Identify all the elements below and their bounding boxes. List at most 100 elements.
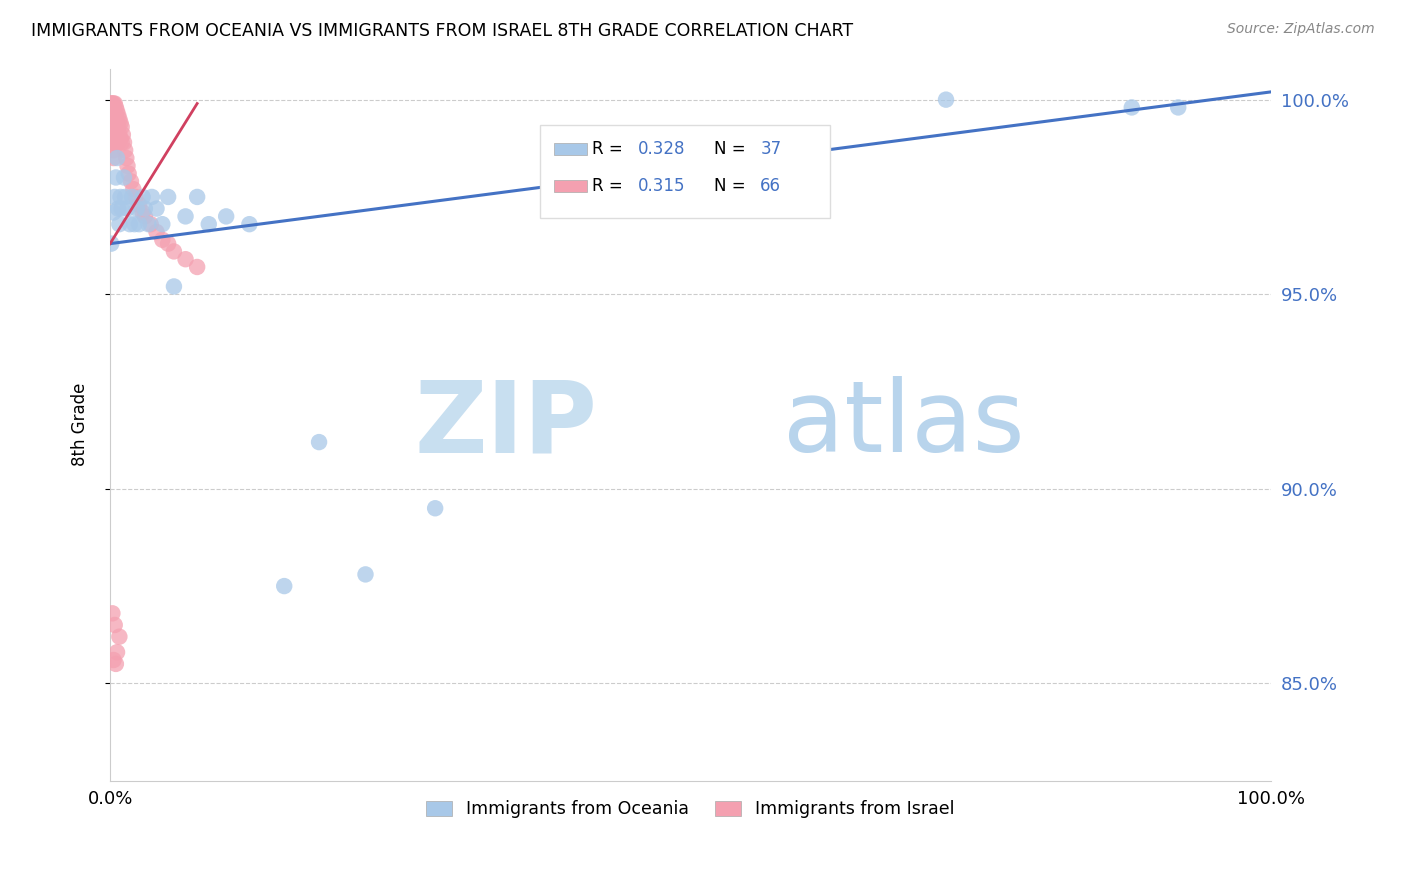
Text: R =: R = (592, 177, 628, 195)
Point (110, 116, 132, 130)
Point (100, 112, 122, 127)
Point (157, 190, 180, 204)
Point (100, 96, 122, 111)
Point (1121, 100, 1143, 114)
Point (157, 236, 180, 251)
Point (111, 136, 134, 150)
Point (107, 202, 129, 216)
Y-axis label: 8th Grade: 8th Grade (72, 383, 89, 467)
Point (104, 100, 127, 114)
Point (114, 190, 136, 204)
Text: 66: 66 (761, 177, 782, 195)
Point (104, 190, 127, 204)
Point (354, 567, 377, 582)
Point (103, 151, 125, 165)
Point (128, 217, 150, 231)
Point (150, 217, 173, 231)
Legend: Immigrants from Oceania, Immigrants from Israel: Immigrants from Oceania, Immigrants from… (419, 794, 962, 825)
Point (101, 96, 124, 111)
Point (273, 579, 295, 593)
Point (117, 159, 139, 173)
Text: 0.315: 0.315 (638, 177, 686, 195)
Point (163, 279, 186, 293)
Point (103, 143, 125, 157)
Point (163, 244, 186, 259)
Text: ZIP: ZIP (415, 376, 598, 473)
Point (108, 112, 131, 127)
Point (111, 128, 134, 142)
Point (103, 96, 125, 111)
FancyBboxPatch shape (554, 143, 588, 155)
Point (103, 136, 125, 150)
Point (100, 96, 122, 111)
Point (131, 190, 153, 204)
Point (121, 190, 143, 204)
Point (110, 131, 132, 145)
Point (103, 112, 125, 127)
Point (141, 190, 163, 204)
Point (107, 120, 129, 134)
Point (107, 136, 129, 150)
Point (115, 151, 138, 165)
Point (100, 128, 122, 142)
Point (103, 653, 125, 667)
Point (100, 120, 122, 134)
Point (104, 112, 127, 127)
Point (124, 217, 146, 231)
Point (124, 190, 146, 204)
Point (105, 104, 128, 119)
Point (134, 210, 156, 224)
Text: IMMIGRANTS FROM OCEANIA VS IMMIGRANTS FROM ISRAEL 8TH GRADE CORRELATION CHART: IMMIGRANTS FROM OCEANIA VS IMMIGRANTS FR… (31, 22, 853, 40)
Point (100, 104, 122, 119)
Point (111, 202, 134, 216)
Point (131, 205, 153, 219)
FancyBboxPatch shape (554, 179, 588, 193)
Point (186, 190, 208, 204)
Point (103, 120, 125, 134)
Text: atlas: atlas (783, 376, 1025, 473)
Text: N =: N = (714, 177, 751, 195)
Point (104, 120, 127, 134)
Point (104, 136, 127, 150)
Point (104, 170, 127, 185)
Point (103, 104, 125, 119)
Point (105, 116, 128, 130)
Point (197, 217, 219, 231)
Point (111, 120, 134, 134)
Point (425, 501, 447, 516)
Point (114, 143, 136, 157)
Point (150, 233, 173, 247)
Point (105, 151, 128, 165)
Text: 0.328: 0.328 (638, 140, 686, 158)
Point (100, 236, 122, 251)
Point (101, 112, 124, 127)
Point (108, 630, 131, 644)
Text: R =: R = (592, 140, 628, 158)
Point (104, 108, 127, 122)
Text: N =: N = (714, 140, 751, 158)
Point (103, 205, 125, 219)
Point (105, 131, 128, 145)
Point (174, 252, 197, 267)
Point (186, 260, 208, 274)
Point (117, 202, 139, 216)
Point (110, 190, 132, 204)
Point (105, 645, 128, 659)
Text: Source: ZipAtlas.com: Source: ZipAtlas.com (1227, 22, 1375, 37)
Point (120, 174, 142, 188)
Point (118, 217, 141, 231)
Point (107, 108, 129, 122)
Point (145, 225, 167, 239)
Point (125, 202, 148, 216)
Point (935, 93, 957, 107)
Point (104, 136, 127, 150)
Point (112, 136, 135, 150)
Point (101, 120, 124, 134)
Point (108, 217, 131, 231)
Point (104, 657, 127, 671)
Point (238, 217, 260, 231)
Point (174, 210, 197, 224)
Point (103, 128, 125, 142)
Text: 37: 37 (761, 140, 782, 158)
Point (1167, 100, 1189, 114)
